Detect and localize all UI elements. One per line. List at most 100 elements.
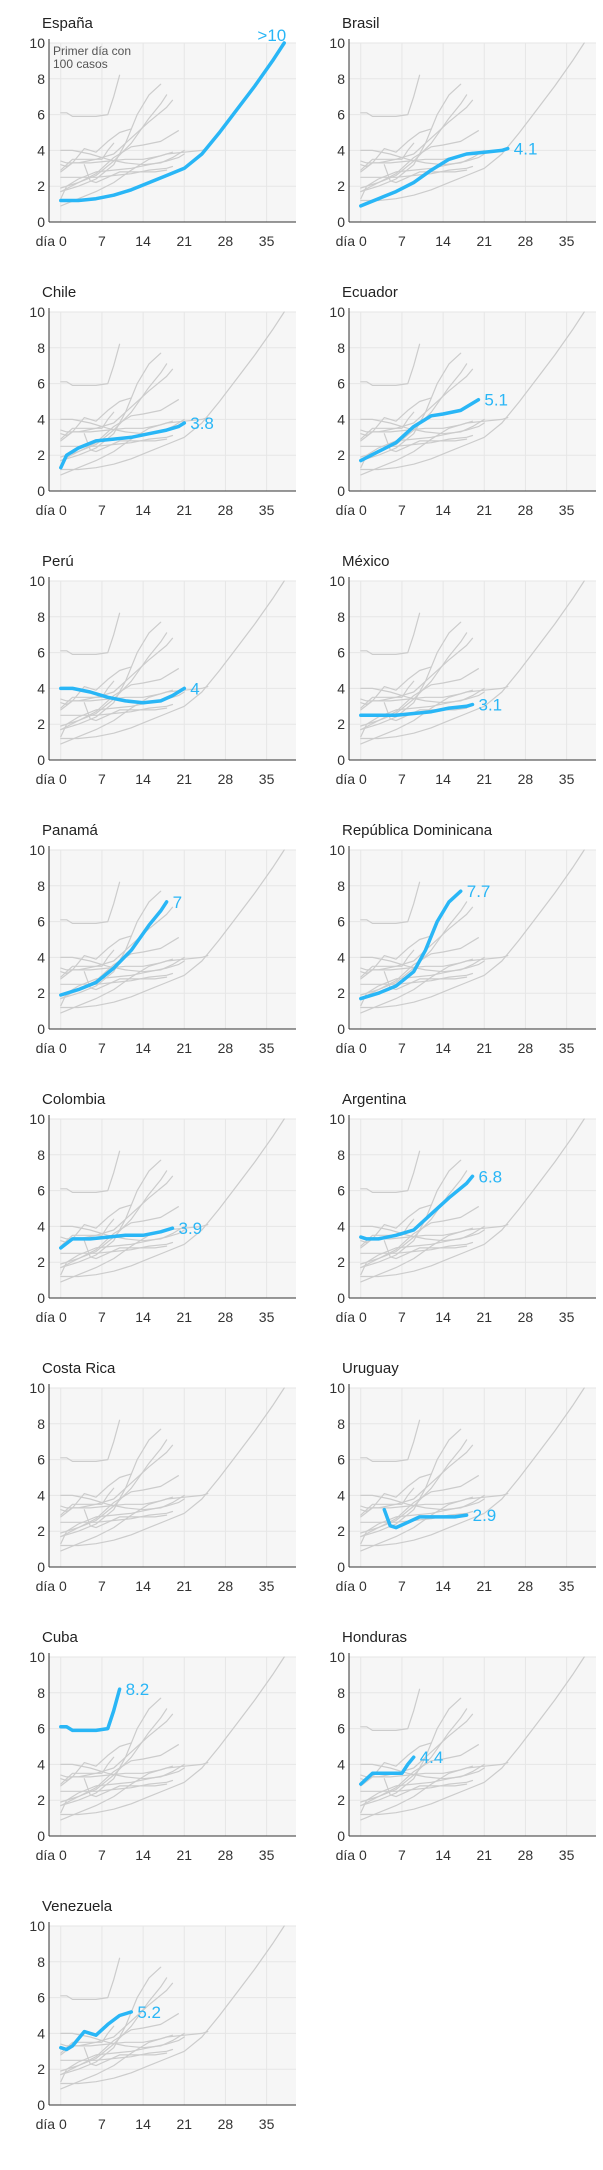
background-line-espana <box>60 1118 285 1278</box>
background-line-panama <box>60 363 168 458</box>
x-tick-label: 21 <box>476 771 492 787</box>
highlight-line-ecuador <box>359 397 481 463</box>
background-line-espana <box>60 1656 285 1816</box>
y-tick-label: 4 <box>37 1218 45 1234</box>
y-tick-label: 2 <box>337 1523 345 1539</box>
background-line-espana <box>360 1656 585 1816</box>
background-line-uruguay <box>83 1240 168 1260</box>
panel-title: Perú <box>42 553 74 570</box>
background-line-peru <box>360 418 485 435</box>
plot-background <box>49 1926 296 2105</box>
background-line-argentina <box>360 99 474 164</box>
x-tick-label: 14 <box>435 771 451 787</box>
plot-background <box>49 850 296 1029</box>
panel-chart: 0 2 4 6 8 10 día 0 7 14 21 28 35 8.2 <box>29 1649 296 1863</box>
x-tick-label: 14 <box>135 1309 151 1325</box>
background-line-chile <box>60 2036 185 2083</box>
panel-venezuela: Venezuela 0 2 4 6 8 10 día 0 7 14 21 28 35 5.2 <box>0 1883 300 2151</box>
panel-title: Argentina <box>342 1091 407 1108</box>
highlight-line-honduras <box>359 1755 416 1786</box>
x-tick-label: día 0 <box>336 1309 367 1325</box>
x-tick-label: 7 <box>98 233 106 249</box>
background-line-cuba <box>60 343 121 386</box>
x-tick-label: 21 <box>176 1309 192 1325</box>
y-tick-label: 2 <box>37 1523 45 1539</box>
background-line-chile <box>360 1498 485 1545</box>
background-line-peru <box>360 1763 485 1780</box>
background-line-argentina <box>60 906 174 971</box>
background-line-honduras <box>60 949 115 978</box>
y-tick-label: 2 <box>37 1254 45 1270</box>
background-line-argentina <box>60 368 174 433</box>
x-tick-label: día 0 <box>36 771 67 787</box>
y-tick-label: 4 <box>337 1218 345 1234</box>
plot-background <box>349 1657 596 1836</box>
highlight-line-cuba <box>59 1687 122 1733</box>
background-line-peru <box>360 687 485 704</box>
background-line-republica-dominicana <box>360 621 462 731</box>
x-tick-label: 7 <box>98 1847 106 1863</box>
background-line-cuba <box>60 612 121 655</box>
y-tick-label: 2 <box>337 1792 345 1808</box>
end-value-label: 7.7 <box>467 882 491 901</box>
x-tick-label: 28 <box>518 1309 534 1325</box>
y-tick-label: 2 <box>337 178 345 194</box>
background-line-cuba <box>360 74 421 117</box>
background-line-uruguay <box>83 702 168 722</box>
x-tick-label: 14 <box>135 2116 151 2132</box>
y-tick-label: 2 <box>37 985 45 1001</box>
background-line-espana <box>360 580 585 740</box>
x-tick-label: 28 <box>518 233 534 249</box>
background-line-panama <box>360 1708 468 1803</box>
x-tick-label: 14 <box>435 1040 451 1056</box>
x-tick-label: 28 <box>218 1309 234 1325</box>
background-line-republica-dominicana <box>360 1159 462 1269</box>
y-tick-label: 0 <box>337 1290 345 1306</box>
highlight-line-panama <box>59 900 169 997</box>
x-tick-label: 35 <box>259 2116 275 2132</box>
background-line-argentina <box>360 368 474 433</box>
y-tick-label: 6 <box>37 107 45 123</box>
background-line-uruguay <box>83 971 168 991</box>
background-line-republica-dominicana <box>60 621 162 731</box>
y-tick-label: 4 <box>37 142 45 158</box>
y-tick-label: 2 <box>37 2061 45 2077</box>
x-tick-label: día 0 <box>336 1578 367 1594</box>
panel-chart: 0 2 4 6 8 10 día 0 7 14 21 28 35 6.8 <box>329 1111 596 1325</box>
y-tick-label: 0 <box>37 1290 45 1306</box>
x-tick-label: 35 <box>259 233 275 249</box>
background-line-espana <box>60 849 285 1009</box>
panel-chart: 0 2 4 6 8 10 día 0 7 14 21 28 35 7 <box>29 842 296 1056</box>
x-tick-label: día 0 <box>336 502 367 518</box>
background-line-mexico <box>60 972 174 985</box>
end-value-label: 4.4 <box>420 1748 444 1767</box>
end-value-label: 6.8 <box>479 1167 503 1186</box>
x-tick-label: 7 <box>398 233 406 249</box>
x-tick-label: 14 <box>435 233 451 249</box>
background-line-cuba <box>360 343 421 386</box>
background-line-cuba <box>360 881 421 924</box>
plot-background <box>349 1119 596 1298</box>
background-line-republica-dominicana <box>60 1697 162 1807</box>
background-line-peru <box>60 1494 185 1511</box>
background-line-cuba <box>60 74 121 117</box>
background-line-republica-dominicana <box>60 1159 162 1269</box>
y-tick-label: 10 <box>29 35 45 51</box>
y-tick-label: 0 <box>37 214 45 230</box>
x-tick-label: 35 <box>559 1847 575 1863</box>
background-line-uruguay <box>383 433 468 453</box>
panel-title: Cuba <box>42 1629 78 1646</box>
x-tick-label: 7 <box>398 502 406 518</box>
panel-title: México <box>342 553 390 570</box>
panel-title: Costa Rica <box>42 1360 116 1377</box>
background-line-republica-dominicana <box>60 352 162 462</box>
background-line-chile <box>60 1229 185 1276</box>
panel-panama: Panamá 0 2 4 6 8 10 día 0 7 14 21 28 35 7 <box>0 807 300 1075</box>
y-tick-label: 8 <box>337 878 345 894</box>
x-tick-label: 35 <box>259 771 275 787</box>
background-line-mexico <box>60 2048 174 2061</box>
x-tick-label: 35 <box>559 1578 575 1594</box>
y-tick-label: 0 <box>37 752 45 768</box>
background-line-panama <box>60 94 168 189</box>
background-line-peru <box>60 1763 185 1780</box>
